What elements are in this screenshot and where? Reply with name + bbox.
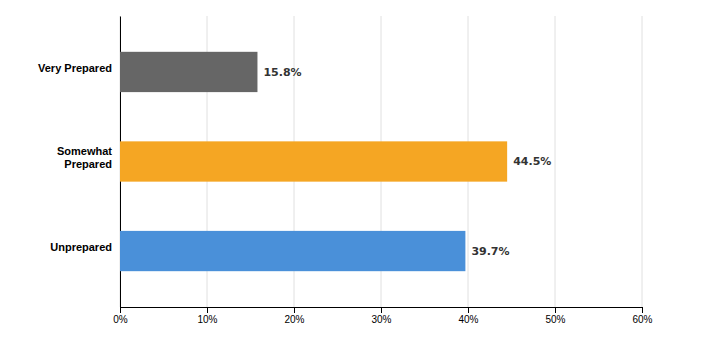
y-tick-label-line: Somewhat [57,145,112,157]
x-tick-mark [294,307,295,313]
data-labels: 15.8% 44.5% 39.7% [263,66,551,258]
x-axis-line [121,308,643,314]
x-tick-label: 40% [458,314,478,325]
x-tick-mark [207,307,208,313]
plot: 0% 10% 20% 30% 40% 50% 60% Very Prepared Somewha… [38,16,653,325]
y-tick-label-line: Very Prepared [38,62,112,74]
x-tick-mark [468,307,469,313]
data-label: 39.7% [471,245,509,258]
x-tick-mark [381,307,382,313]
x-tick: 60% [632,307,652,325]
x-tick-mark [120,307,121,313]
y-tick-label-line: Prepared [64,158,112,170]
x-tick-label: 20% [284,314,304,325]
y-axis: Very Prepared SomewhatPrepared Unprepared [38,17,121,308]
x-tick-label: 30% [371,314,391,325]
x-tick: 50% [545,307,565,325]
x-tick: 20% [284,307,304,325]
data-label: 15.8% [263,66,301,79]
x-tick-label: 0% [113,314,128,325]
x-tick: 10% [197,307,217,325]
chart: 0% 10% 20% 30% 40% 50% 60% Very Prepared Somewha… [0,0,702,341]
grid-line [555,16,556,307]
y-tick-label-line: Unprepared [50,241,112,253]
y-tick-label: Unprepared [50,241,112,253]
bars [120,52,507,271]
x-axis: 0% 10% 20% 30% 40% 50% 60% [113,307,652,325]
x-tick-label: 10% [197,314,217,325]
y-tick: Unprepared [50,241,112,253]
y-tick-label: Very Prepared [38,62,112,74]
bar [120,231,465,271]
grid [120,16,642,307]
grid-line [642,16,643,307]
bar [120,52,257,92]
x-tick-label: 50% [545,314,565,325]
x-tick-mark [555,307,556,313]
x-tick: 40% [458,307,478,325]
x-tick-label: 60% [632,314,652,325]
x-tick: 0% [113,307,128,325]
y-tick: SomewhatPrepared [57,145,112,169]
data-label: 44.5% [513,155,551,168]
x-tick-mark [642,307,643,313]
x-tick: 30% [371,307,391,325]
y-tick: Very Prepared [38,62,112,74]
y-tick-label: SomewhatPrepared [57,145,112,169]
bar [120,141,507,181]
